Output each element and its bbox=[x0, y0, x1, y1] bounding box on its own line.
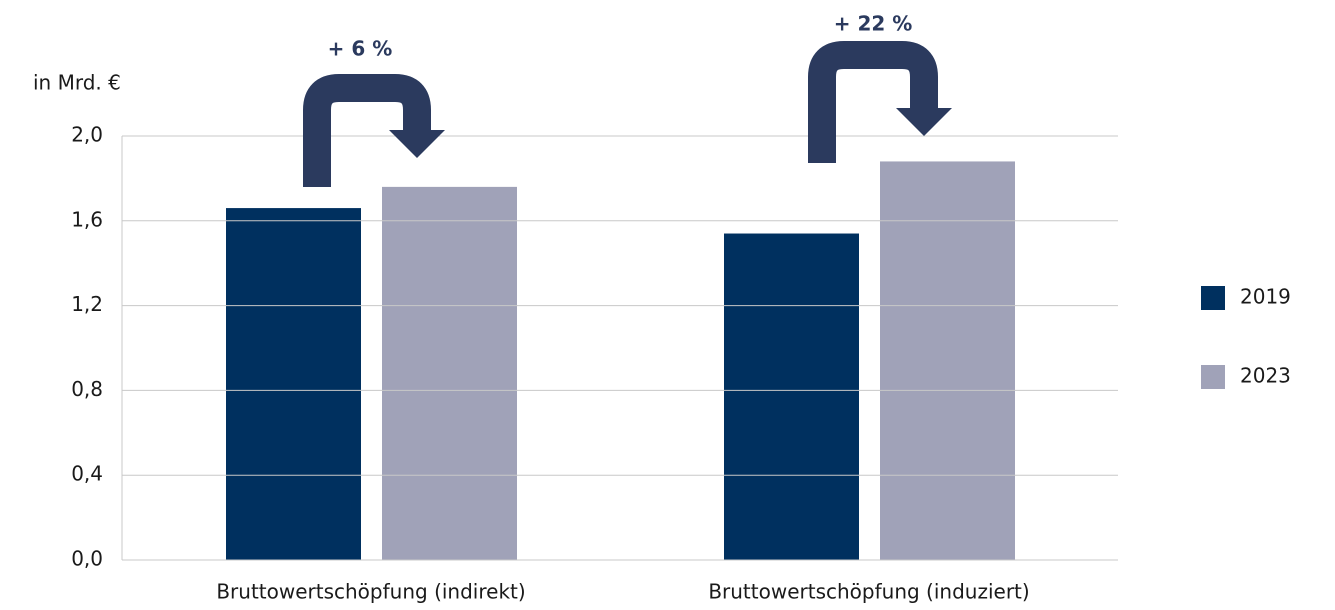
y-tick-label: 0,0 bbox=[71, 547, 103, 571]
bar bbox=[724, 233, 859, 560]
bar bbox=[226, 208, 361, 560]
bar bbox=[880, 161, 1015, 560]
arrow bbox=[808, 41, 938, 163]
annotation: + 6 % bbox=[328, 37, 393, 61]
legend-label: 2023 bbox=[1240, 364, 1291, 388]
annotation: + 22 % bbox=[834, 12, 913, 36]
arrow-head bbox=[896, 108, 952, 136]
y-tick-label: 0,8 bbox=[71, 377, 103, 401]
arrow-head bbox=[389, 130, 445, 158]
y-tick-label: 1,6 bbox=[71, 207, 103, 231]
x-tick-label: Bruttowertschöpfung (induziert) bbox=[708, 580, 1029, 604]
legend-swatch bbox=[1201, 286, 1225, 310]
axis-label: in Mrd. € bbox=[33, 71, 121, 95]
x-tick-label: Bruttowertschöpfung (indirekt) bbox=[216, 580, 525, 604]
y-tick-label: 2,0 bbox=[71, 123, 103, 147]
y-tick-label: 0,4 bbox=[71, 462, 103, 486]
legend-swatch bbox=[1201, 365, 1225, 389]
legend-label: 2019 bbox=[1240, 285, 1291, 309]
bar bbox=[382, 186, 517, 560]
arrow bbox=[303, 74, 431, 187]
y-tick-label: 1,2 bbox=[71, 292, 103, 316]
